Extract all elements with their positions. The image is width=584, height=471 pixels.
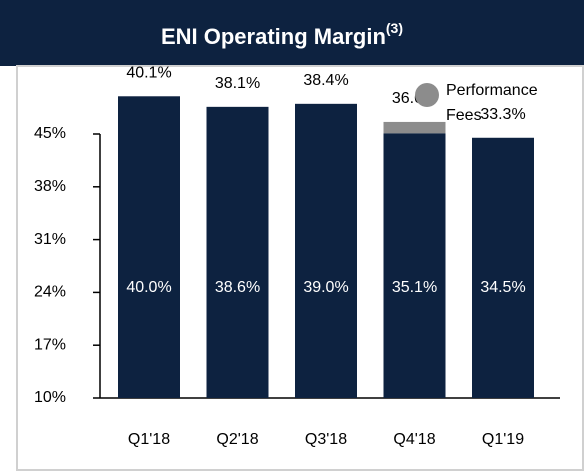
chart-title: ENI Operating Margin(3) — [161, 20, 403, 49]
top-label: 38.4% — [303, 72, 348, 89]
y-tick-label: 10% — [34, 389, 66, 406]
y-tick-label: 31% — [34, 231, 66, 248]
panel-border — [16, 65, 584, 471]
title-text: ENI Operating Margin — [161, 24, 386, 49]
bar-value-label: 35.1% — [392, 279, 437, 296]
title-superscript: (3) — [386, 20, 403, 36]
legend-label: Performance Fees — [446, 82, 538, 124]
x-tick-label: Q3'18 — [305, 431, 347, 448]
bar — [472, 137, 534, 398]
title-banner — [0, 0, 584, 66]
x-tick-label: Q2'18 — [216, 431, 258, 448]
bar-value-label: 39.0% — [303, 279, 348, 296]
y-tick-label: 45% — [34, 125, 66, 142]
bar — [383, 121, 446, 134]
x-tick-label: Q4'18 — [393, 431, 435, 448]
bar-value-label: 34.5% — [480, 279, 525, 296]
bar — [383, 133, 446, 398]
legend-swatch — [415, 83, 439, 107]
x-tick-label: Q1'19 — [482, 431, 524, 448]
bar — [295, 103, 357, 398]
top-label: 33.3% — [480, 106, 525, 123]
y-tick-label: 24% — [34, 284, 66, 301]
bar-value-label: 40.0% — [126, 279, 171, 296]
top-label: 38.1% — [215, 75, 260, 92]
bar — [118, 96, 180, 399]
x-tick-label: Q1'18 — [128, 431, 170, 448]
y-tick-label: 17% — [34, 336, 66, 353]
top-label: 40.1% — [126, 65, 171, 82]
bar-value-label: 38.6% — [215, 279, 260, 296]
y-tick-label: 38% — [34, 178, 66, 195]
bar — [206, 106, 269, 399]
